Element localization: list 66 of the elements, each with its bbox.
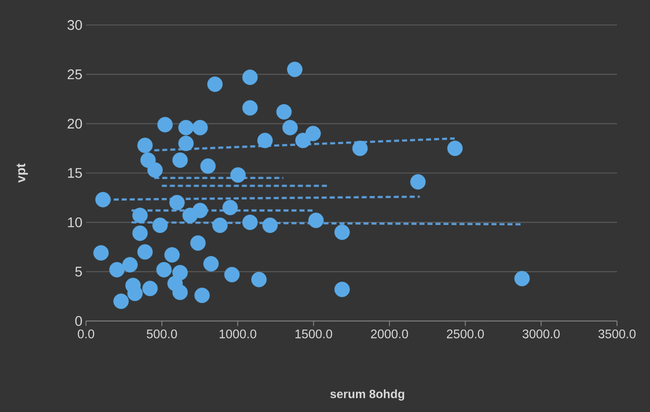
point — [109, 262, 125, 278]
x-tick-label: 0.0 — [78, 330, 94, 338]
point — [169, 194, 185, 210]
x-tick-label: 3500.0 — [598, 330, 636, 338]
point — [132, 208, 148, 224]
point — [203, 256, 219, 272]
point — [194, 288, 210, 304]
point — [122, 257, 138, 272]
point — [514, 270, 530, 286]
y-tick-label: 5 — [75, 266, 82, 277]
point — [282, 120, 298, 136]
point — [137, 138, 153, 154]
point — [182, 208, 198, 224]
point — [156, 262, 172, 278]
x-tick-label: 500.0 — [146, 330, 177, 338]
x-tick-label: 1000.0 — [220, 330, 256, 338]
y-tick-label: 30 — [68, 20, 82, 30]
point — [142, 280, 158, 296]
y-axis-title: vpt — [16, 163, 28, 183]
point — [287, 62, 302, 78]
point — [410, 174, 426, 190]
point — [222, 200, 238, 216]
point — [334, 224, 350, 240]
point — [352, 140, 368, 156]
point — [132, 225, 148, 241]
point — [257, 132, 273, 148]
point — [190, 235, 206, 251]
point — [95, 192, 111, 208]
point — [230, 167, 246, 183]
point — [178, 136, 194, 152]
point — [212, 218, 228, 233]
y-tick-label: 10 — [68, 217, 82, 228]
point — [152, 218, 168, 233]
point — [178, 120, 194, 136]
point — [164, 247, 180, 263]
point — [207, 76, 223, 92]
point — [334, 282, 350, 298]
y-tick-label: 25 — [68, 69, 82, 80]
point — [200, 158, 216, 174]
point — [113, 294, 129, 309]
y-tick-label: 0 — [75, 316, 82, 326]
point — [172, 152, 188, 168]
point — [172, 284, 188, 300]
point — [127, 286, 143, 302]
point — [242, 70, 258, 85]
y-tick-label: 15 — [68, 168, 82, 178]
point — [262, 218, 278, 233]
point — [447, 140, 463, 156]
x-tick-label: 1500.0 — [295, 330, 332, 338]
point — [242, 214, 258, 230]
x-tick-label: 2500.0 — [446, 330, 484, 338]
point — [157, 116, 173, 132]
point — [137, 244, 153, 260]
point — [192, 120, 208, 136]
point — [147, 162, 163, 178]
x-tick-label: 3000.0 — [522, 330, 560, 338]
point — [224, 266, 240, 282]
point — [242, 100, 258, 116]
point — [276, 104, 292, 120]
point — [305, 126, 321, 142]
point — [93, 245, 109, 261]
y-tick-label: 20 — [68, 118, 82, 129]
point — [251, 272, 267, 288]
x-tick-label: 2000.0 — [371, 330, 408, 338]
point — [308, 212, 324, 228]
x-axis-title: serum 8ohdg — [330, 389, 404, 401]
